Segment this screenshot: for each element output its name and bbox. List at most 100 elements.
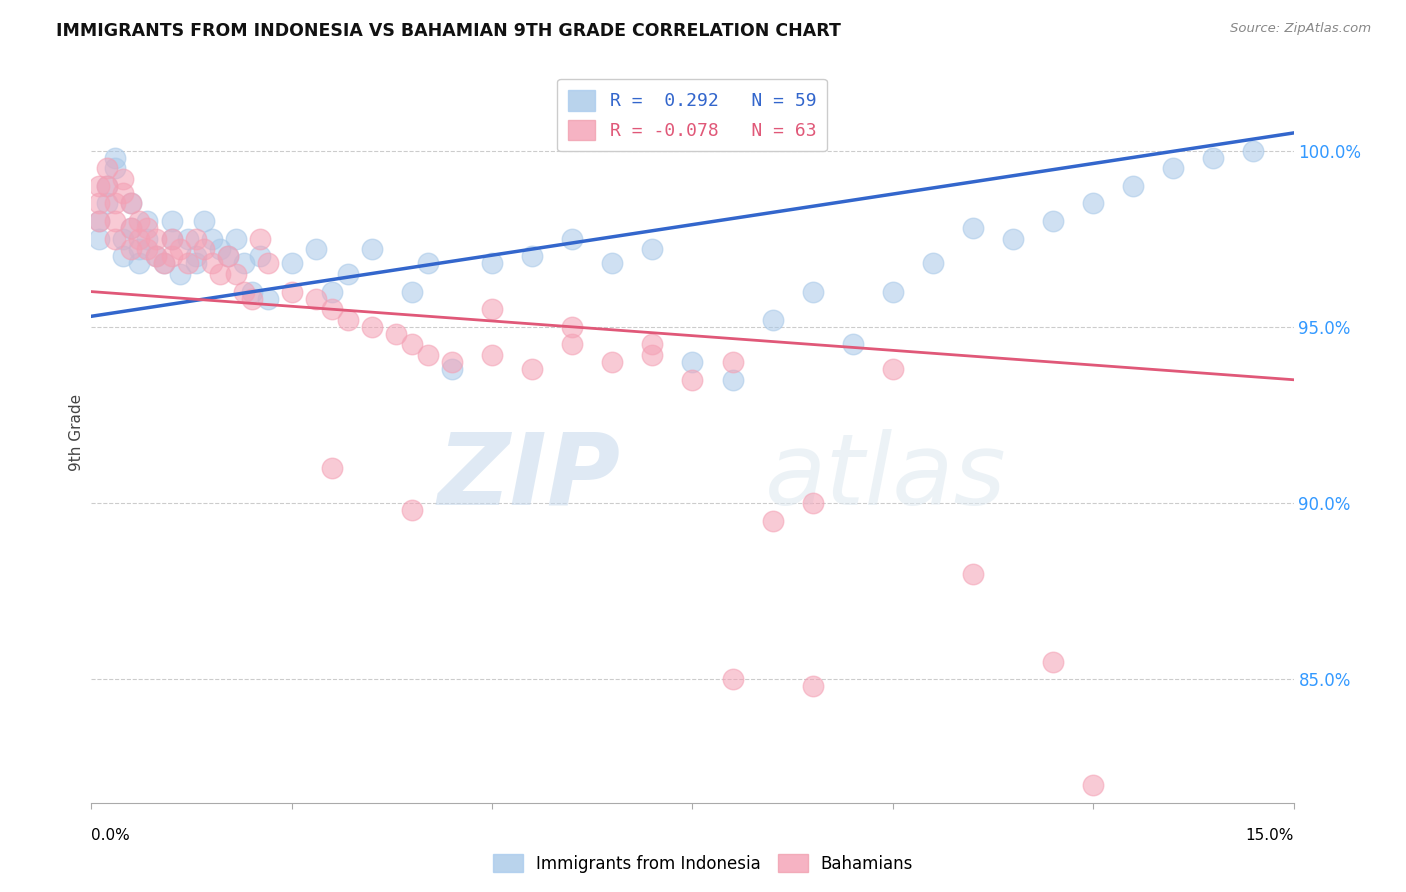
Text: ZIP: ZIP [437,428,620,525]
Point [184,249,207,263]
Point [1163,161,1185,176]
Point [1042,214,1064,228]
Point [184,232,207,246]
Point [641,348,664,362]
Text: 15.0%: 15.0% [1246,828,1294,843]
Point [128,232,150,246]
Point [321,302,343,317]
Point [112,171,135,186]
Point [104,151,127,165]
Point [401,503,423,517]
Legend: Immigrants from Indonesia, Bahamians: Immigrants from Indonesia, Bahamians [486,847,920,880]
Point [561,232,583,246]
Point [256,292,278,306]
Point [232,256,254,270]
Point [249,232,271,246]
Point [152,256,174,270]
Point [89,214,111,228]
Point [1243,144,1265,158]
Point [882,362,904,376]
Point [416,256,439,270]
Point [121,221,143,235]
Point [561,337,583,351]
Point [96,178,118,193]
Point [281,285,304,299]
Point [112,249,135,263]
Point [232,285,254,299]
Point [801,496,824,510]
Point [440,362,463,376]
Point [481,256,503,270]
Point [1122,178,1144,193]
Point [121,242,143,256]
Text: atlas: atlas [765,428,1007,525]
Point [160,249,183,263]
Point [193,242,215,256]
Point [217,249,239,263]
Text: Source: ZipAtlas.com: Source: ZipAtlas.com [1230,22,1371,36]
Point [121,221,143,235]
Point [385,326,408,341]
Point [801,680,824,694]
Point [681,355,703,369]
Point [1042,655,1064,669]
Point [721,355,744,369]
Point [104,232,127,246]
Point [225,267,247,281]
Point [305,242,328,256]
Point [176,232,198,246]
Y-axis label: 9th Grade: 9th Grade [69,394,84,471]
Point [1083,196,1105,211]
Point [641,337,664,351]
Point [128,242,150,256]
Point [112,186,135,200]
Point [145,249,167,263]
Point [401,285,423,299]
Point [136,242,159,256]
Point [104,214,127,228]
Point [281,256,304,270]
Point [160,232,183,246]
Point [602,256,624,270]
Point [169,242,191,256]
Point [89,232,111,246]
Point [256,256,278,270]
Point [721,373,744,387]
Point [89,178,111,193]
Point [481,302,503,317]
Point [208,242,231,256]
Point [440,355,463,369]
Point [152,256,174,270]
Text: 0.0%: 0.0% [91,828,131,843]
Point [360,319,382,334]
Point [1202,151,1225,165]
Point [416,348,439,362]
Point [96,178,118,193]
Point [321,285,343,299]
Point [721,673,744,687]
Point [882,285,904,299]
Point [522,362,544,376]
Point [160,232,183,246]
Point [184,256,207,270]
Point [922,256,945,270]
Point [136,232,159,246]
Point [201,232,224,246]
Point [681,373,703,387]
Point [1001,232,1024,246]
Point [240,292,263,306]
Point [145,249,167,263]
Point [112,232,135,246]
Point [602,355,624,369]
Point [121,196,143,211]
Point [801,285,824,299]
Point [89,196,111,211]
Point [169,267,191,281]
Point [305,292,328,306]
Point [104,161,127,176]
Point [176,256,198,270]
Point [401,337,423,351]
Point [136,214,159,228]
Point [104,196,127,211]
Point [201,256,224,270]
